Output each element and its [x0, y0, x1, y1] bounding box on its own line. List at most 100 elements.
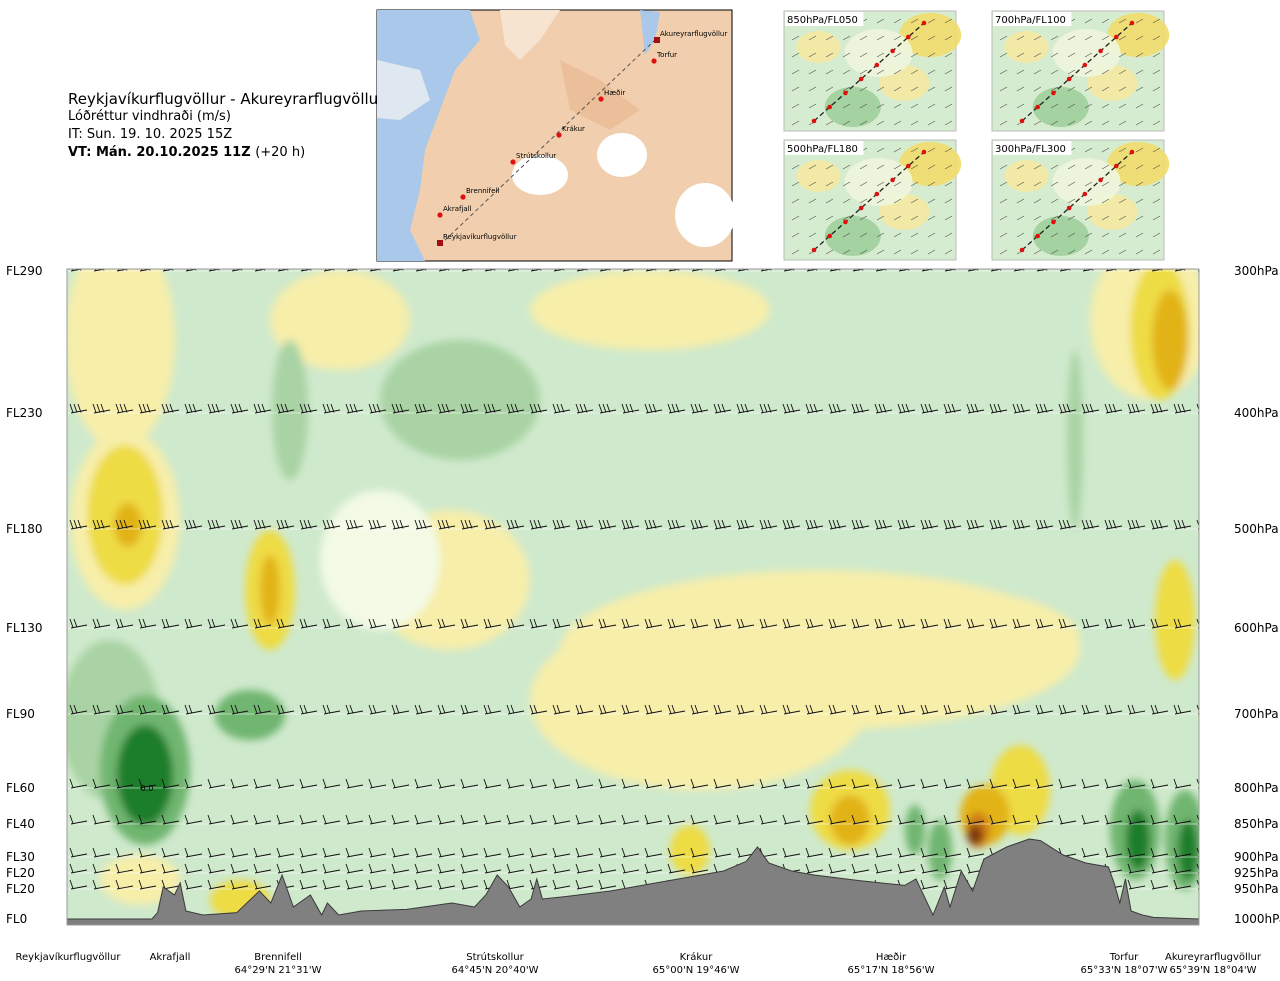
thumbnail-label: 500hPa/FL180: [787, 144, 858, 155]
wind-barb: [690, 519, 709, 530]
wind-barb: [92, 704, 111, 715]
wind-barb: [414, 778, 433, 789]
wind-barb: [92, 403, 111, 414]
wind-barb: [874, 704, 893, 715]
wind-barb: [115, 879, 134, 890]
wind-barb: [253, 814, 272, 825]
wind-barb: [782, 814, 801, 825]
wind-barb: [1081, 403, 1100, 414]
wind-barb: [1173, 704, 1192, 715]
wind-barb: [1012, 519, 1031, 530]
wind-barb: [920, 403, 939, 414]
wind-barb: [1196, 847, 1199, 858]
wind-barb: [1173, 863, 1192, 874]
wind-barb: [506, 519, 525, 530]
wind-barb: [552, 519, 571, 530]
field-contour: [320, 490, 440, 630]
wind-barb: [1150, 519, 1169, 530]
field-contour: [830, 795, 870, 845]
wind-barb: [506, 778, 525, 789]
wind-barb: [1035, 778, 1054, 789]
wind-barb: [1196, 879, 1199, 890]
wind-barb: [1196, 778, 1199, 789]
map-station-markers: Akureyrarflugvöllur Torfur Hæðir Krákur Strú…: [437, 30, 727, 246]
wind-barb: [1081, 704, 1100, 715]
wind-barb: [92, 519, 111, 530]
wind-barb: [759, 778, 778, 789]
field-contour: [1178, 820, 1198, 880]
wind-barb: [276, 403, 295, 414]
wind-barb: [644, 778, 663, 789]
wind-barb: [805, 847, 824, 858]
wind-barb: [989, 403, 1008, 414]
station-coordinate: 65°33'N 18°07'W: [1081, 965, 1168, 976]
wind-barb: [276, 778, 295, 789]
wind-barb: [115, 814, 134, 825]
wind-barb: [874, 403, 893, 414]
wind-barb: [644, 704, 663, 715]
wind-barb: [161, 814, 180, 825]
wind-barb: [1104, 519, 1123, 530]
flight-level-tick-label: FL0: [6, 912, 27, 926]
station-coordinate: 64°29'N 21°31'W: [235, 965, 322, 976]
wind-barb: [322, 879, 341, 890]
pressure-tick-label: 850hPa: [1234, 817, 1279, 831]
wind-barb: [598, 863, 617, 874]
wind-barb: [414, 519, 433, 530]
wind-barb: [414, 847, 433, 858]
wind-barb: [529, 814, 548, 825]
wind-barb: [345, 814, 364, 825]
wind-barb: [621, 403, 640, 414]
wind-barb: [1173, 618, 1192, 629]
wind-barb: [506, 863, 525, 874]
wind-barb: [598, 879, 617, 890]
wind-barb: [276, 847, 295, 858]
wind-barb: [368, 847, 387, 858]
wind-barb: [805, 618, 824, 629]
wind-barb: [414, 863, 433, 874]
wind-barb: [414, 879, 433, 890]
wind-barb: [276, 618, 295, 629]
wind-barb: [506, 704, 525, 715]
wind-barb: [1173, 778, 1192, 789]
wind-barb: [667, 814, 686, 825]
map-station-label: Reykjavíkurflugvöllur: [443, 233, 517, 241]
wind-barb: [897, 778, 916, 789]
wind-barb: [943, 519, 962, 530]
wind-barb: [1012, 704, 1031, 715]
wind-barb: [230, 778, 249, 789]
wind-barb: [621, 863, 640, 874]
wind-barb: [1035, 519, 1054, 530]
wind-barb: [989, 704, 1008, 715]
wind-barb: [943, 847, 962, 858]
wind-barb: [529, 847, 548, 858]
wind-barb: [621, 618, 640, 629]
wind-barb: [782, 847, 801, 858]
wind-barb: [1081, 618, 1100, 629]
wind-barb: [437, 847, 456, 858]
field-contour: [67, 269, 175, 450]
map-station-marker: [654, 37, 660, 43]
wind-barb: [621, 704, 640, 715]
station-label: Strútskollur: [466, 951, 524, 963]
wind-barb: [506, 814, 525, 825]
map-station-marker: [651, 58, 657, 64]
wind-barb: [644, 618, 663, 629]
field-contour: [530, 610, 870, 790]
pressure-tick-label: 900hPa: [1234, 850, 1279, 864]
wind-barb: [253, 847, 272, 858]
wind-barb: [782, 618, 801, 629]
wind-barb: [989, 618, 1008, 629]
wind-barb: [1058, 778, 1077, 789]
field-contour: [117, 725, 173, 825]
plot-frame: [66, 268, 1200, 926]
wind-barb: [920, 879, 939, 890]
wind-barb: [828, 847, 847, 858]
wind-barb: [874, 618, 893, 629]
wind-barb: [69, 778, 88, 789]
wind-barb: [529, 618, 548, 629]
wind-barb: [1127, 618, 1146, 629]
wind-barb: [1035, 618, 1054, 629]
chart-title-block: Reykjavíkurflugvöllur - Akureyrarflugvöl…: [68, 90, 384, 162]
wind-barb: [207, 778, 226, 789]
